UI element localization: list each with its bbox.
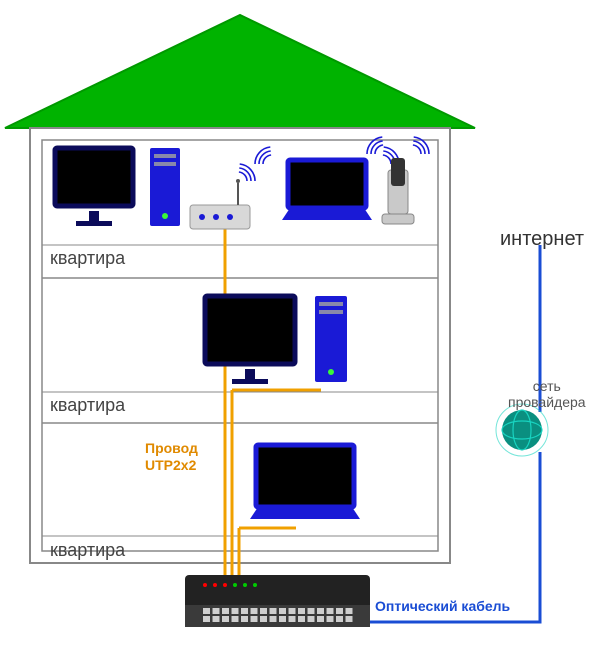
- provider-label: сеть провайдера: [508, 378, 586, 410]
- network-diagram: квартира квартира квартира Провод UTP2x2…: [0, 0, 610, 646]
- optic-label: Оптический кабель: [375, 598, 510, 614]
- internet-label: интернет: [500, 228, 584, 251]
- house-roof: [5, 15, 475, 128]
- utp-label: Провод UTP2x2: [145, 440, 198, 474]
- floor2-label: квартира: [50, 395, 125, 416]
- floor1-label: квартира: [50, 248, 125, 269]
- floor3-label: квартира: [50, 540, 125, 561]
